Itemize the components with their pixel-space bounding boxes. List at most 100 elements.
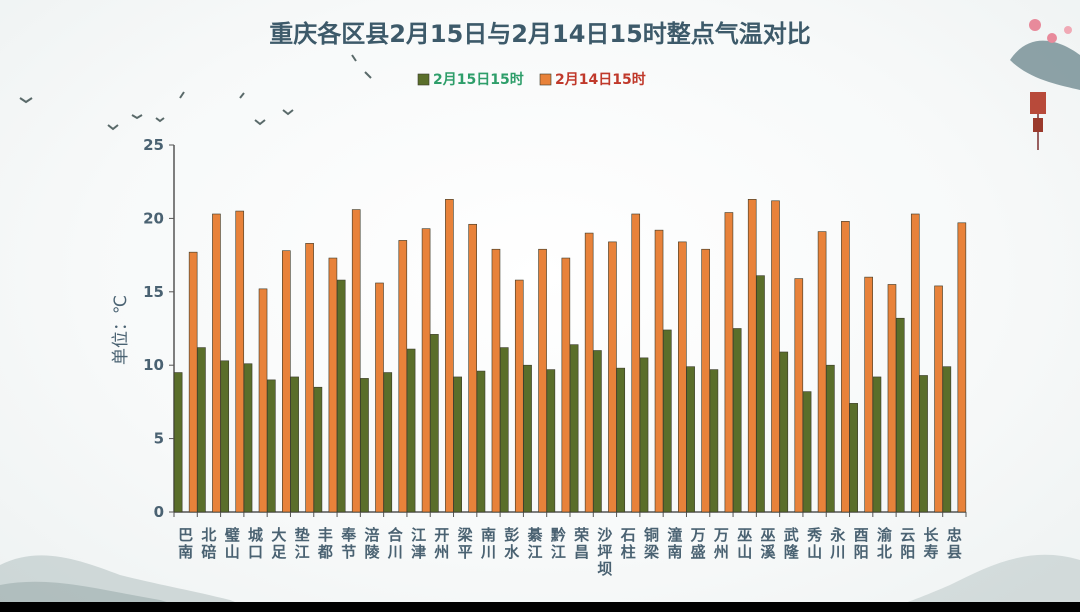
bar-feb14 xyxy=(235,210,245,513)
bar-feb15 xyxy=(639,357,649,513)
x-category-label: 忠县 xyxy=(947,526,962,561)
x-category-label: 石柱 xyxy=(620,526,636,561)
x-category-label: 丰都 xyxy=(317,526,333,561)
bar-feb14 xyxy=(398,240,408,513)
bar-feb15 xyxy=(756,275,765,513)
bottom-black-bar xyxy=(0,602,1080,612)
x-category-label: 酉阳 xyxy=(854,526,869,561)
bar-feb14 xyxy=(584,232,594,513)
x-category-label: 垫江 xyxy=(295,526,310,561)
bar-feb14 xyxy=(864,276,873,513)
bar-feb15 xyxy=(336,279,346,513)
x-category-label: 江津 xyxy=(411,526,426,561)
x-category-label: 巫溪 xyxy=(760,526,776,561)
bar-feb14 xyxy=(375,282,384,513)
y-tick-label: 0 xyxy=(154,503,164,521)
bar-feb14 xyxy=(817,231,827,513)
bar-feb14 xyxy=(771,200,780,513)
bar-feb14 xyxy=(328,257,338,513)
bar-feb14 xyxy=(258,288,268,513)
x-category-label: 渝北 xyxy=(877,526,893,561)
bar-feb14 xyxy=(887,284,897,513)
bar-feb15 xyxy=(406,348,416,513)
bar-feb14 xyxy=(561,257,571,513)
bar-feb15 xyxy=(313,386,323,513)
x-category-label: 荣昌 xyxy=(573,526,590,561)
bar-feb15 xyxy=(173,372,183,513)
bar-feb15 xyxy=(779,351,789,513)
bar-feb15 xyxy=(942,366,952,513)
bar-feb14 xyxy=(212,213,221,513)
bar-feb14 xyxy=(654,229,664,513)
bar-feb14 xyxy=(747,199,757,513)
bar-feb14 xyxy=(701,248,710,513)
bar-feb15 xyxy=(849,403,858,513)
x-category-label: 潼南 xyxy=(667,526,682,561)
bar-feb15 xyxy=(476,370,486,513)
legend-swatch xyxy=(417,73,430,86)
bar-feb14 xyxy=(957,222,967,513)
chart-title: 重庆各区县2月15日与2月14日15时整点气温对比 xyxy=(269,20,811,48)
bar-feb15 xyxy=(267,379,276,513)
bar-feb15 xyxy=(709,369,719,513)
bar-feb14 xyxy=(445,199,454,513)
x-category-label: 巴南 xyxy=(178,526,193,561)
x-category-label: 彭水 xyxy=(504,526,520,561)
x-category-label: 北碚 xyxy=(201,526,216,561)
bar-feb14 xyxy=(934,285,943,513)
bar-feb15 xyxy=(593,350,602,513)
x-category-label: 城口 xyxy=(248,526,263,561)
bar-feb14 xyxy=(468,223,477,513)
x-category-label: 长寿 xyxy=(924,526,940,561)
x-category-label: 万州 xyxy=(713,526,729,561)
legend-label: 2月14日15时 xyxy=(555,71,646,88)
plum-blossom-decoration xyxy=(1010,19,1080,150)
bar-feb15 xyxy=(499,347,509,513)
flying-birds-decoration xyxy=(19,54,372,131)
bar-feb14 xyxy=(305,243,314,513)
bar-feb14 xyxy=(631,213,641,513)
bar-feb15 xyxy=(895,317,905,513)
y-tick-label: 25 xyxy=(143,136,164,154)
chart-bars xyxy=(173,199,967,513)
x-category-label: 合川 xyxy=(387,526,404,561)
bar-feb15 xyxy=(453,376,462,513)
bar-feb15 xyxy=(569,344,579,513)
bar-feb15 xyxy=(546,369,556,513)
bar-feb15 xyxy=(826,364,835,513)
x-category-label: 涪陵 xyxy=(364,526,380,561)
x-category-label: 秀山 xyxy=(806,526,823,561)
bar-feb14 xyxy=(538,248,547,513)
bar-feb14 xyxy=(794,278,804,513)
y-tick-label: 15 xyxy=(143,283,164,301)
x-category-label: 璧山 xyxy=(225,526,240,561)
x-category-label: 万盛 xyxy=(690,526,706,561)
x-category-label: 武隆 xyxy=(784,526,800,561)
bar-feb15 xyxy=(197,347,206,513)
x-category-label: 永川 xyxy=(829,526,846,561)
bar-feb15 xyxy=(732,328,742,513)
legend-label: 2月15日15时 xyxy=(433,71,524,88)
bar-feb15 xyxy=(686,366,695,513)
x-category-label: 綦江 xyxy=(527,526,544,561)
bar-feb14 xyxy=(608,241,617,513)
bar-feb15 xyxy=(523,364,532,513)
bar-feb15 xyxy=(663,329,672,513)
x-category-label: 南川 xyxy=(480,526,496,561)
y-tick-label: 10 xyxy=(143,356,164,374)
y-tick-label: 5 xyxy=(154,430,164,448)
bar-feb15 xyxy=(243,363,253,513)
bar-feb14 xyxy=(678,241,687,513)
bar-feb14 xyxy=(421,228,431,513)
x-category-label: 开州 xyxy=(433,526,449,561)
x-category-label: 奉节 xyxy=(340,526,357,561)
bar-feb15 xyxy=(383,372,393,513)
x-category-label: 巫山 xyxy=(737,526,752,561)
bar-feb15 xyxy=(919,375,928,513)
x-category-label: 大足 xyxy=(271,526,287,561)
bar-feb14 xyxy=(514,279,524,513)
bar-feb14 xyxy=(910,213,920,513)
x-category-label: 铜梁 xyxy=(643,526,660,561)
bar-feb15 xyxy=(290,376,299,513)
